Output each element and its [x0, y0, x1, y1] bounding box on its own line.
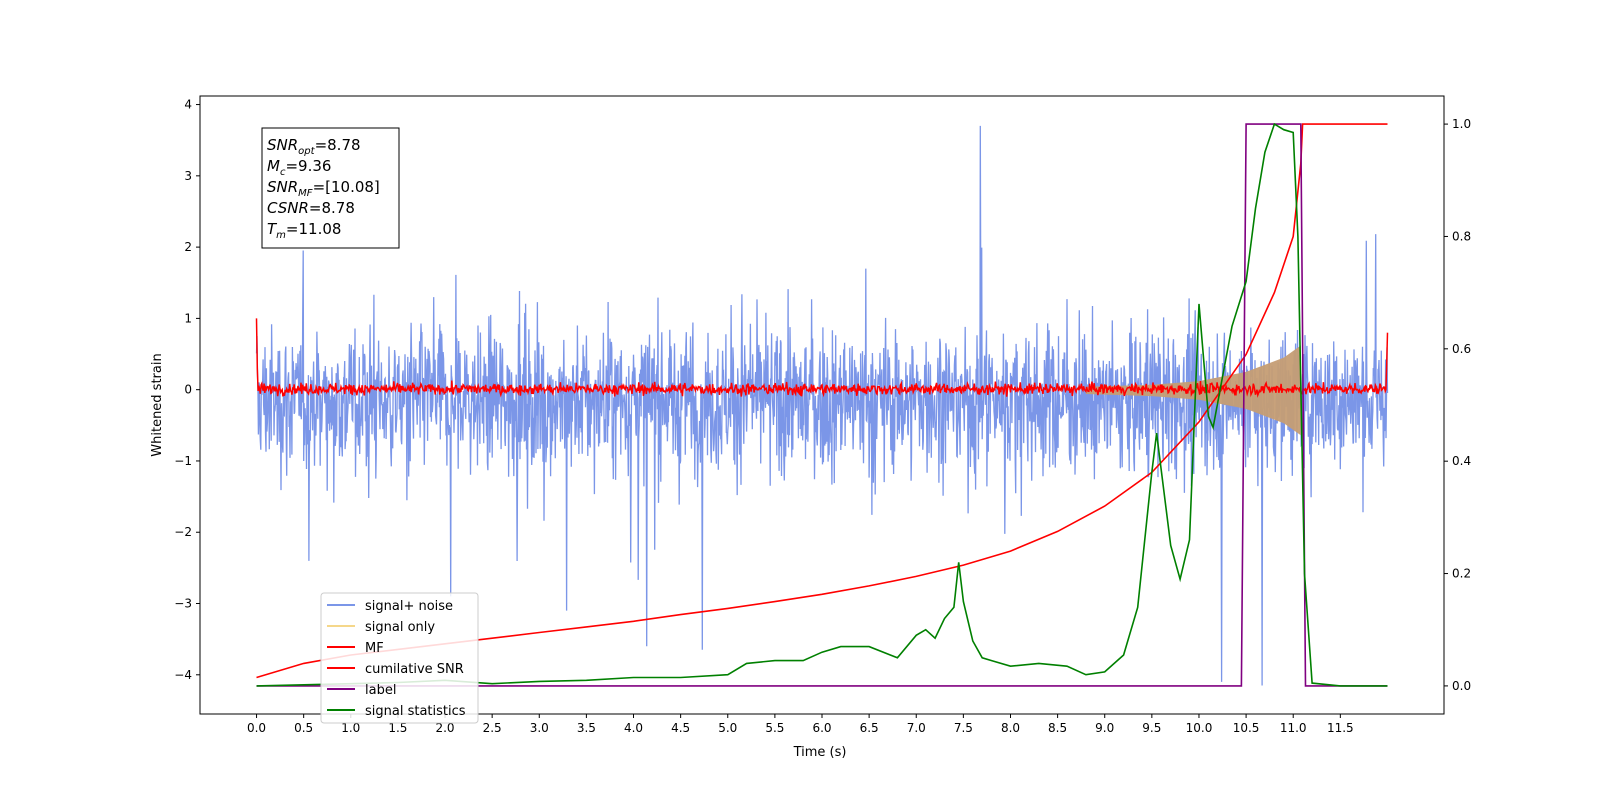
x-tick-label: 4.0 — [624, 721, 643, 735]
x-tick-label: 7.0 — [907, 721, 926, 735]
annotation-subscript: MF — [298, 188, 313, 199]
annotation-frame — [261, 127, 400, 249]
x-axis-ticks: 0.0 0.5 1.0 1.5 2.0 2.5 3.0 3.5 4.0 4.5 5.0 5.5 6.0 6… — [247, 714, 1354, 735]
legend-label: label — [365, 683, 396, 698]
annotation-symbol: SNR — [267, 136, 298, 154]
x-axis-label: Time (s) — [793, 745, 847, 760]
y-left-tick-label: 0 — [184, 383, 192, 397]
mf-series — [255, 318, 1389, 398]
y-right-tick-label: 0.6 — [1452, 342, 1471, 356]
mf-line — [255, 318, 1389, 398]
x-tick-label: 9.5 — [1142, 721, 1161, 735]
signal-statistics-line — [256, 122, 1388, 687]
annotation-value: =11.08 — [286, 220, 342, 238]
annotation-symbol: CSNR — [267, 199, 309, 217]
legend-frame — [320, 592, 479, 724]
x-tick-label: 10.0 — [1186, 721, 1213, 735]
annotation-symbol: SNR — [267, 178, 298, 196]
x-tick-label: 3.5 — [577, 721, 596, 735]
y-right-tick-label: 0.8 — [1452, 229, 1471, 243]
x-tick-label: 2.5 — [483, 721, 502, 735]
y-left-tick-label: −2 — [174, 525, 192, 539]
annotation-value: =[10.08] — [313, 178, 380, 196]
y-left-tick-label: 1 — [184, 311, 192, 325]
y-axis-left-ticks: −4 −3 −2 −1 0 1 2 3 4 — [174, 98, 200, 682]
annotation-line: Tm=11.08 — [267, 220, 341, 241]
annotation-value: =8.78 — [309, 199, 355, 217]
x-tick-label: 5.5 — [765, 721, 784, 735]
x-tick-label: 2.0 — [435, 721, 454, 735]
y-left-tick-label: −3 — [174, 597, 192, 611]
y-left-tick-label: 2 — [184, 240, 192, 254]
legend-label: signal statistics — [365, 704, 466, 719]
y-left-tick-label: −1 — [174, 454, 192, 468]
x-tick-label: 9.0 — [1095, 721, 1114, 735]
x-tick-label: 6.5 — [860, 721, 879, 735]
x-tick-label: 0.5 — [294, 721, 313, 735]
annotation-subscript: m — [276, 230, 286, 241]
y-right-tick-label: 0.4 — [1452, 454, 1471, 468]
annotation-line: CSNR=8.78 — [267, 199, 355, 217]
annotation-subscript: opt — [298, 146, 315, 157]
signal-noise-series — [255, 125, 1389, 686]
annotation-line: SNRMF=[10.08] — [267, 178, 380, 199]
y-right-tick-label: 0.0 — [1452, 679, 1471, 693]
x-tick-label: 8.0 — [1001, 721, 1020, 735]
y-right-tick-label: 0.2 — [1452, 567, 1471, 581]
legend-label: MF — [365, 641, 384, 656]
annotation-value: =9.36 — [285, 157, 331, 175]
annotation-line: SNRopt=8.78 — [267, 136, 361, 157]
legend-label: signal+ noise — [365, 599, 453, 614]
x-tick-label: 6.0 — [812, 721, 831, 735]
annotation-value: =8.78 — [315, 136, 361, 154]
y-right-tick-label: 1.0 — [1452, 117, 1471, 131]
annotation-symbol: T — [267, 220, 278, 238]
legend-label: cumilative SNR — [365, 662, 464, 677]
legend-label: signal only — [365, 620, 435, 635]
x-tick-label: 10.5 — [1233, 721, 1260, 735]
y-left-tick-label: 4 — [184, 98, 192, 112]
annotation-symbol: M — [267, 157, 280, 175]
x-tick-label: 5.0 — [718, 721, 737, 735]
legend: signal+ noise signal only MF cumilative SNR… — [320, 592, 479, 724]
x-tick-label: 1.0 — [341, 721, 360, 735]
x-tick-label: 11.5 — [1327, 721, 1354, 735]
x-tick-label: 7.5 — [954, 721, 973, 735]
x-tick-label: 8.5 — [1048, 721, 1067, 735]
y-axis-label: Whitened strain — [150, 353, 165, 456]
annotation-box: SNRopt=8.78Mc=9.36SNRMF=[10.08]CSNR=8.78… — [261, 127, 400, 249]
x-tick-label: 3.0 — [530, 721, 549, 735]
y-left-tick-label: 3 — [184, 169, 192, 183]
y-axis-right-ticks: 0.0 0.2 0.4 0.6 0.8 1.0 — [1444, 117, 1471, 693]
x-tick-label: 1.5 — [388, 721, 407, 735]
label-line — [256, 123, 1388, 687]
x-tick-label: 4.5 — [671, 721, 690, 735]
y-left-tick-label: −4 — [174, 668, 192, 682]
x-tick-label: 11.0 — [1280, 721, 1307, 735]
annotation-subscript: c — [280, 167, 286, 178]
x-tick-label: 0.0 — [247, 721, 266, 735]
annotation-line: Mc=9.36 — [267, 157, 331, 178]
signal-noise-line — [255, 125, 1389, 686]
